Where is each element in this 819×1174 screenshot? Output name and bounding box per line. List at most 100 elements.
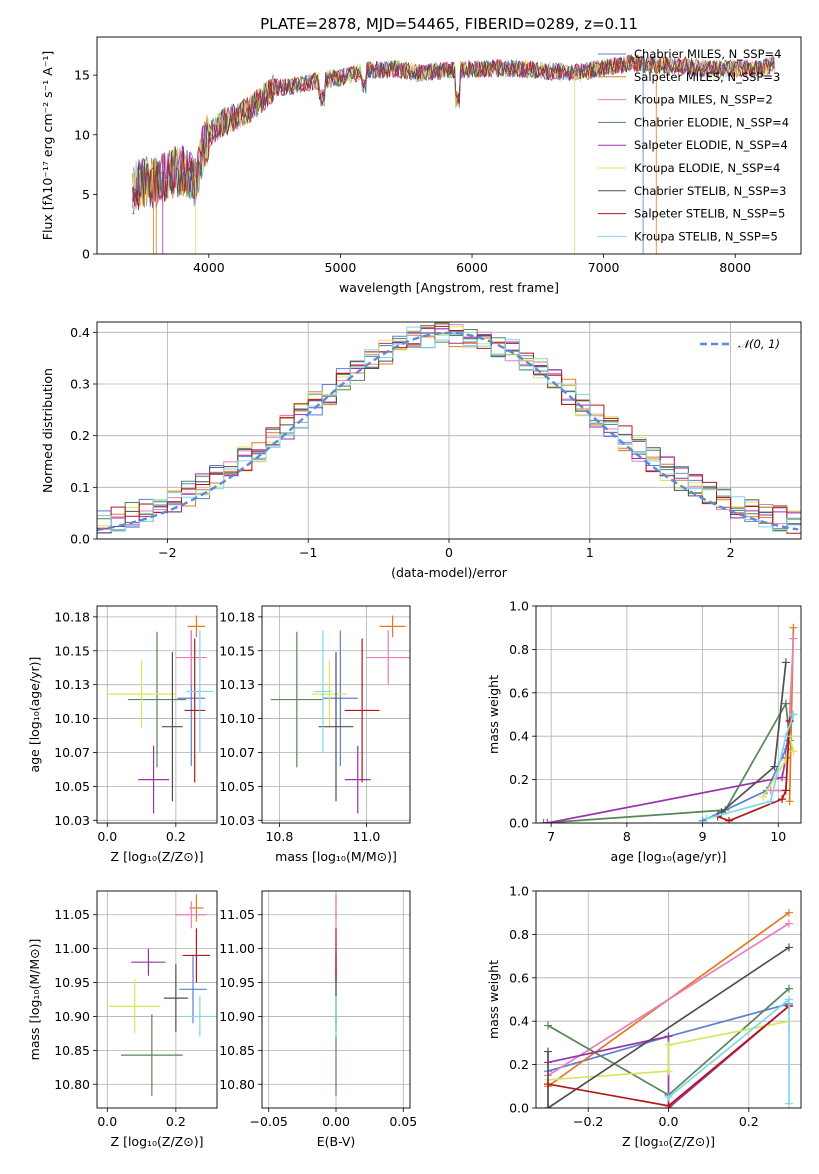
axes: 0.0 0.2 10.80 10.85 10.90 10.95 11.00 11.05 Z [l… [27, 907, 203, 1149]
errorbar-point [121, 1014, 183, 1096]
errorbar-point [127, 631, 187, 768]
axes-frame [96, 890, 218, 1109]
spectrum-series-line [132, 53, 775, 215]
x-tick-label: 10.8 [265, 829, 293, 844]
x-tick-label: 0.2 [166, 829, 186, 844]
y-tick-label: 10.15 [54, 643, 90, 658]
legend: Chabrier MILES, N_SSP=4 Salpeter MILES, N… [598, 47, 789, 243]
y-tick-label: 10.90 [54, 1009, 90, 1024]
y-tick-label: 10.18 [219, 609, 255, 624]
plot-area [539, 623, 798, 823]
gridlines [262, 606, 410, 823]
mass-weight-line [702, 714, 795, 822]
legend-label: Salpeter ELODIE, N_SSP=4 [634, 138, 788, 152]
legend-label: Kroupa MILES, N_SSP=2 [634, 93, 773, 107]
y-tick-label: 1.0 [509, 884, 529, 899]
plus-marker [544, 1104, 553, 1108]
y-tick-label: 0.0 [509, 1101, 529, 1116]
y-tick-label: 10.13 [54, 677, 90, 692]
x-tick-label: 2 [727, 545, 735, 560]
plus-marker [781, 756, 790, 765]
plus-marker [664, 1067, 673, 1076]
plot-area [270, 615, 410, 814]
errorbar-point [318, 652, 354, 802]
y-tick-label: 10.85 [54, 1043, 90, 1058]
errorbar-point [322, 630, 358, 767]
gridlines [536, 605, 801, 824]
y-tick-label: 0.8 [509, 927, 529, 942]
x-tick-label: 0.05 [389, 1114, 417, 1129]
y-tick-label: 11.00 [219, 941, 255, 956]
plus-marker [759, 792, 768, 801]
y-tick-label: 0.0 [509, 816, 529, 831]
y-axis-label: mass [log₁₀(M/M⊙)] [27, 939, 42, 1061]
x-tick-label: 6000 [456, 260, 488, 275]
x-tick-label: 1 [586, 545, 594, 560]
plus-marker [664, 1093, 673, 1102]
x-tick-label: 9 [699, 829, 707, 844]
plus-marker [766, 797, 775, 806]
plus-marker [770, 762, 779, 771]
legend-label: Salpeter STELIB, N_SSP=5 [634, 207, 785, 221]
errorbar-point [186, 996, 214, 1037]
mass-weight-line [720, 662, 787, 813]
errorbar-point [175, 630, 207, 685]
legend-label: Salpeter MILES, N_SSP=3 [634, 70, 780, 84]
plus-marker [778, 795, 787, 804]
y-axis-label: Flux [fλ10⁻¹⁷ erg cm⁻² s⁻¹ A⁻¹] [40, 51, 55, 240]
axes-frame [261, 605, 411, 824]
x-axis-label: E(B-V) [317, 1134, 356, 1149]
axes-frame [535, 605, 802, 824]
y-tick-label: 10.80 [54, 1077, 90, 1092]
plot-area [109, 894, 214, 1096]
errorbar-point [312, 660, 347, 729]
errorbar-point [163, 964, 188, 1033]
x-tick-label: 11.0 [353, 829, 381, 844]
axes: 4000 5000 6000 7000 8000 0 5 10 15 wavelength [An… [40, 51, 751, 295]
y-tick-label: 10 [74, 127, 90, 142]
panel-mass-weight-vs-Z: −0.2 0.0 0.2 0.0 0.2 0.4 0.6 0.8 1.0 Z [log₁₀(Z/Z… [486, 884, 802, 1149]
plus-marker [543, 819, 552, 823]
plus-marker [789, 747, 798, 756]
axes: 7 8 9 10 0.0 0.2 0.4 0.6 0.8 1.0 age [log₁₀(age/yr… [486, 599, 786, 865]
errorbar-point [379, 615, 406, 638]
x-tick-label: 0.0 [659, 1114, 679, 1129]
y-tick-label: 10.05 [54, 779, 90, 794]
y-tick-label: 10.95 [219, 975, 255, 990]
y-tick-label: 0.2 [509, 772, 529, 787]
x-axis-label: Z [log₁₀(Z/Z⊙)] [111, 1134, 204, 1149]
x-tick-label: 5000 [325, 260, 357, 275]
y-tick-label: 10.13 [219, 677, 255, 692]
y-tick-label: 10.05 [219, 779, 255, 794]
y-tick-label: 10.15 [219, 643, 255, 658]
plus-marker [789, 623, 798, 632]
y-tick-label: 11.05 [219, 907, 255, 922]
legend-label: Chabrier MILES, N_SSP=4 [634, 47, 781, 61]
errorbar-point [109, 979, 161, 1034]
errorbar-point [344, 638, 380, 783]
errorbar-point [184, 638, 205, 783]
y-tick-label: 10.03 [54, 813, 90, 828]
mass-weight-line [706, 714, 795, 820]
y-tick-label: 0.1 [70, 480, 90, 495]
plus-marker [784, 984, 793, 993]
y-tick-label: 15 [74, 68, 90, 83]
axes: 10.8 11.0 10.03 10.05 10.07 10.10 10.13 10.15 10… [219, 609, 397, 864]
plus-marker [664, 1041, 673, 1050]
x-tick-label: −0.05 [250, 1114, 288, 1129]
spectrum-series-line [132, 55, 775, 208]
panel-residuals: −2 −1 0 1 2 0.0 0.1 0.2 0.3 0.4 (data-model)/error… [40, 321, 802, 580]
x-tick-label: 8 [623, 829, 631, 844]
plus-marker [781, 658, 790, 667]
y-tick-label: 0.6 [509, 970, 529, 985]
errorbar-point [138, 745, 169, 814]
x-tick-label: 0.0 [97, 1114, 117, 1129]
y-tick-label: 0.0 [70, 532, 90, 547]
errorbar-point [179, 955, 207, 1024]
errorbar-point [270, 631, 323, 768]
plus-marker [784, 919, 793, 928]
axes-frame [96, 605, 218, 824]
x-tick-label: 0.00 [322, 1114, 350, 1129]
panel-mass-vs-Z: 0.0 0.2 10.80 10.85 10.90 10.95 11.00 11.05 Z [l… [27, 890, 218, 1149]
